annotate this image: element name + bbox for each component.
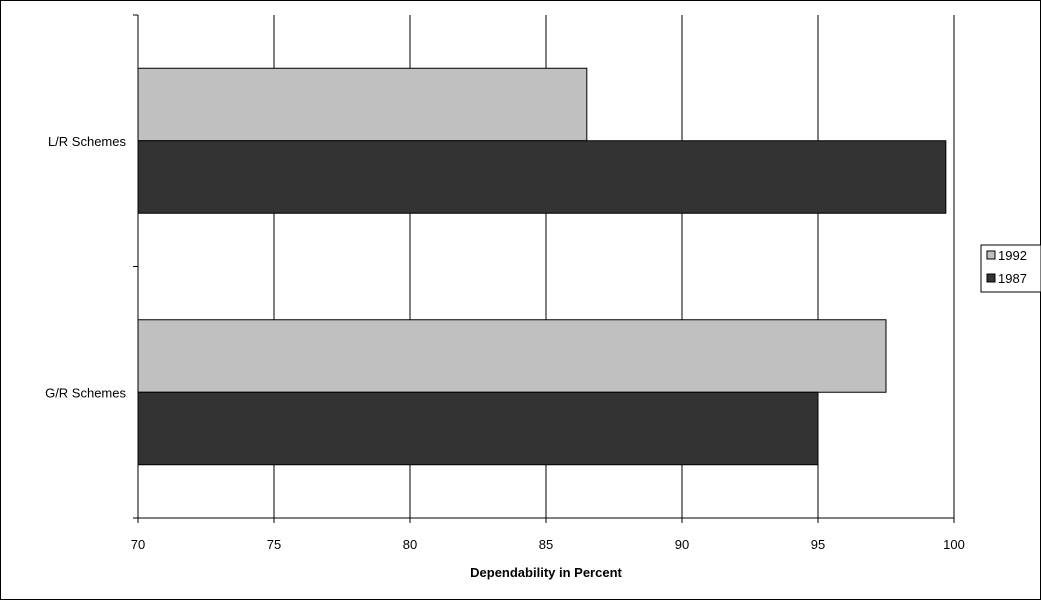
y-category-label: L/R Schemes — [48, 134, 127, 149]
legend-label-1987: 1987 — [998, 271, 1027, 286]
bar-1992-0 — [137, 67, 588, 142]
legend: 1992 1987 — [980, 244, 1041, 293]
x-tick-label: 90 — [675, 537, 689, 552]
x-tick-label: 80 — [403, 537, 417, 552]
bars — [137, 67, 947, 466]
y-category-label: G/R Schemes — [45, 385, 126, 400]
axes — [133, 14, 955, 523]
legend-swatch-1992 — [986, 250, 996, 260]
x-axis-title: Dependability in Percent — [470, 565, 622, 580]
labels: Dependability in Percent 70 75 80 85 90 95 100… — [45, 134, 965, 580]
x-tick-label: 100 — [943, 537, 965, 552]
x-tick-label: 70 — [131, 537, 145, 552]
x-tick-label: 85 — [539, 537, 553, 552]
bar-1992-1 — [137, 319, 887, 393]
bar-1987-0 — [137, 140, 947, 214]
x-tick-label: 75 — [267, 537, 281, 552]
legend-swatch-1987 — [986, 273, 996, 283]
bar-1987-1 — [137, 391, 819, 466]
legend-label-1992: 1992 — [998, 248, 1027, 263]
x-tick-label: 95 — [811, 537, 825, 552]
